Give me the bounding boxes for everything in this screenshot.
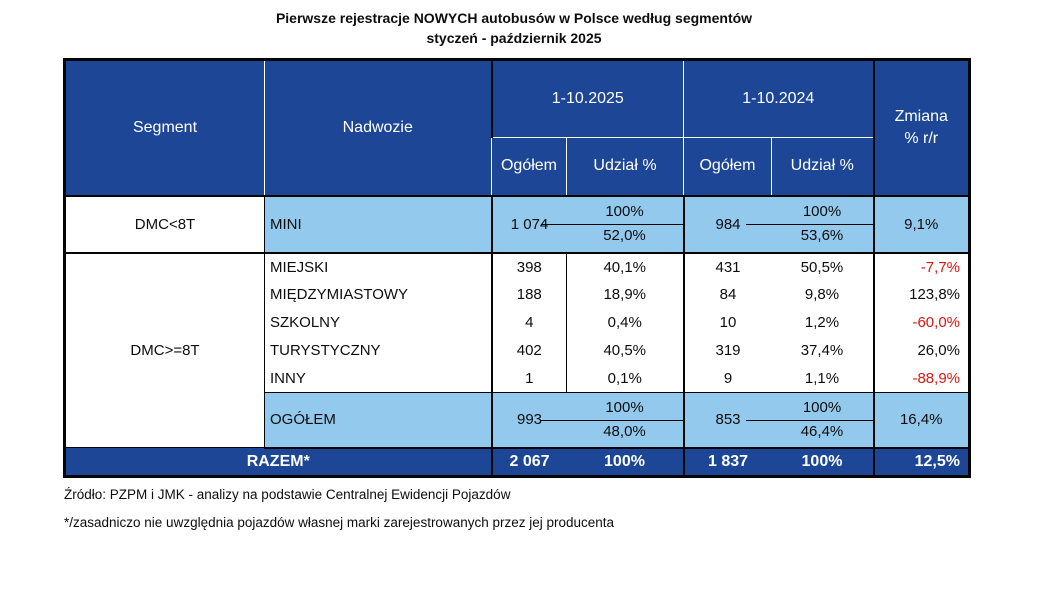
cell-razem-share-2025: 100% xyxy=(566,447,684,477)
fraction-divider xyxy=(540,224,683,225)
cell-row3-total-2025: 402 xyxy=(490,336,567,365)
header-segment: Segment xyxy=(64,59,265,196)
cell-row0-nadwozie: MIEJSKI xyxy=(270,258,329,276)
cell-row3-nadwozie: TURYSTYCZNY xyxy=(270,342,381,359)
header-zmiana: Zmiana % r/r xyxy=(872,59,970,196)
cell-row4-change: -88,9% xyxy=(872,364,970,393)
cell-row3-change: 26,0% xyxy=(872,336,970,365)
cell-ogolem-nadwozie: OGÓŁEM xyxy=(264,392,492,449)
header-udzial-2024: Udział % xyxy=(771,137,874,196)
cell-row0-change: -7,7% xyxy=(872,252,970,281)
ogolem-share-2024-total: 100% xyxy=(802,398,842,416)
cell-ogolem-share-2024: 100% 46,4% xyxy=(745,392,874,449)
ogolem-share-2025-total: 100% xyxy=(605,398,644,416)
fraction-divider xyxy=(745,419,873,421)
cell-row0-share-2025: 40,1% xyxy=(566,252,684,281)
page-title: Pierwsze rejestracje NOWYCH autobusów w … xyxy=(0,8,1028,48)
cell-row3-share-2024: 37,4% xyxy=(800,342,844,359)
source-note: Źródło: PZPM i JMK - analizy na podstawi… xyxy=(64,487,511,502)
cell-row4-share-2025: 0,1% xyxy=(566,364,684,393)
cell-row0-share-2024: 50,5% xyxy=(800,258,844,276)
cell-ogolem-change: 16,4% xyxy=(872,392,970,449)
cell-row4-nadwozie: INNY xyxy=(270,369,306,387)
cell-row4-total-2024: 9 xyxy=(682,364,772,393)
cell-ogolem-total-2025: 993 xyxy=(490,392,567,449)
cell-row4-total-2025: 1 xyxy=(490,364,567,393)
asterisk-note: */zasadniczo nie uwzględnia pojazdów wła… xyxy=(64,515,615,530)
cell-razem-total-2025: 2 067 xyxy=(490,447,567,477)
cell-row1-total-2025: 188 xyxy=(490,280,567,309)
cell-row3-share-2025: 40,5% xyxy=(566,336,684,365)
cell-row1-change: 123,8% xyxy=(872,280,970,309)
cell-mini-change: 9,1% xyxy=(872,194,970,254)
fraction-divider xyxy=(540,419,683,421)
cell-row0-total-2024: 431 xyxy=(682,252,772,281)
cell-ogolem-share-2025: 100% 48,0% xyxy=(540,392,684,449)
ogolem-share-2025-segment: 48,0% xyxy=(603,422,646,440)
cell-row2-change: -60,0% xyxy=(872,308,970,337)
cell-row0-total-2025: 398 xyxy=(490,252,567,281)
cell-row1-share-2024: 9,8% xyxy=(804,286,840,303)
cell-mini-nadwozie: MINI xyxy=(264,194,492,254)
cell-segment-dmc-gte-8t: DMC>=8T xyxy=(64,252,265,448)
cell-segment-dmc-lt-8t: DMC<8T xyxy=(64,194,265,254)
cell-mini-share-2025: 100% 52,0% xyxy=(540,194,684,254)
header-period-2025: 1-10.2025 xyxy=(490,59,684,138)
cell-row4-share-2024: 1,1% xyxy=(804,369,840,387)
header-period-2024: 1-10.2024 xyxy=(683,59,874,138)
header-nadwozie: Nadwozie xyxy=(264,59,492,196)
cell-mini-share-2024: 100% 53,6% xyxy=(745,194,874,254)
ogolem-share-2024-segment: 46,4% xyxy=(800,422,844,440)
title-line-1: Pierwsze rejestracje NOWYCH autobusów w … xyxy=(275,10,753,26)
header-ogolem-2025: Ogółem xyxy=(491,137,567,196)
title-line-2: styczeń - październik 2025 xyxy=(426,30,602,46)
cell-razem-share-2024: 100% xyxy=(771,447,874,477)
mini-share-2024-segment: 53,6% xyxy=(800,227,844,244)
cell-razem-total-2024: 1 837 xyxy=(682,447,772,477)
cell-row2-nadwozie: SZKOLNY xyxy=(270,314,341,331)
fraction-divider xyxy=(745,224,873,225)
cell-razem-label: RAZEM* xyxy=(64,447,492,477)
cell-row2-share-2024: 1,2% xyxy=(804,314,840,331)
mini-share-2024-total: 100% xyxy=(802,203,842,220)
mini-share-2025-total: 100% xyxy=(605,203,644,220)
header-ogolem-2024: Ogółem xyxy=(683,137,772,196)
cell-row3-total-2024: 319 xyxy=(682,336,772,365)
cell-row2-share-2025: 0,4% xyxy=(566,308,684,337)
cell-row1-total-2024: 84 xyxy=(682,280,772,309)
header-udzial-2025: Udział % xyxy=(566,137,684,196)
cell-row1-nadwozie: MIĘDZYMIASTOWY xyxy=(270,286,409,303)
mini-share-2025-segment: 52,0% xyxy=(603,227,646,244)
cell-row1-share-2025: 18,9% xyxy=(566,280,684,309)
cell-razem-change: 12,5% xyxy=(872,447,970,477)
registrations-table: Segment Nadwozie 1-10.2025 1-10.2024 Zmi… xyxy=(63,58,971,478)
cell-row2-total-2025: 4 xyxy=(490,308,567,337)
cell-row2-total-2024: 10 xyxy=(682,308,772,337)
